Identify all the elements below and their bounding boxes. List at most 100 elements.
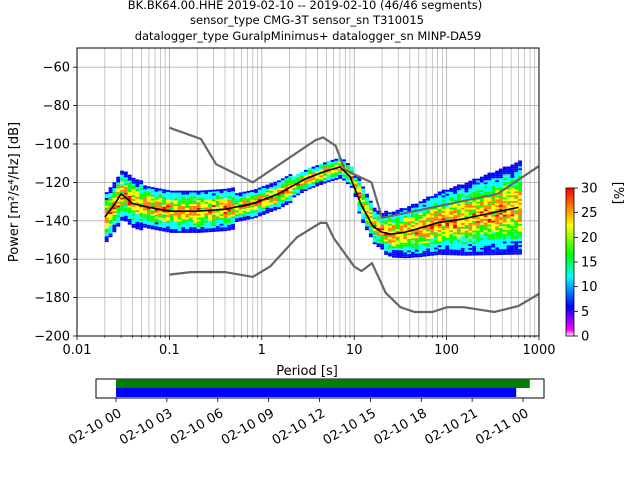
- psd-cell: [464, 188, 469, 191]
- psd-cell: [453, 211, 457, 214]
- psd-cell: [518, 206, 522, 209]
- psd-cell: [292, 191, 297, 194]
- psd-cell: [456, 245, 461, 248]
- psd-cell: [173, 198, 178, 201]
- psd-cell: [139, 180, 144, 183]
- psd-cell: [361, 205, 366, 208]
- psd-cell: [284, 183, 289, 186]
- psd-cell: [365, 203, 369, 206]
- psd-cell: [433, 251, 438, 254]
- timeline-tick-label: 02-11 00: [473, 406, 531, 448]
- psd-cell: [365, 224, 369, 227]
- psd-cell: [120, 172, 124, 175]
- psd-cell: [510, 166, 515, 169]
- psd-cell: [410, 253, 415, 256]
- psd-cell: [315, 169, 320, 171]
- psd-cell: [227, 220, 232, 223]
- psd-cell: [146, 224, 151, 227]
- psd-cell: [518, 202, 522, 205]
- psd-cell: [166, 213, 170, 215]
- psd-cell: [510, 185, 515, 188]
- psd-cell: [231, 214, 235, 217]
- psd-cell: [143, 220, 147, 222]
- psd-cell: [192, 229, 197, 231]
- psd-cell: [215, 220, 220, 223]
- psd-cell: [464, 205, 469, 208]
- psd-cell: [487, 234, 492, 237]
- psd-cell: [502, 195, 507, 198]
- psd-cell: [472, 238, 477, 241]
- psd-cell: [120, 184, 124, 187]
- psd-cell: [499, 176, 503, 179]
- psd-cell: [261, 195, 266, 198]
- psd-cell: [395, 225, 400, 228]
- psd-cell: [388, 225, 392, 228]
- psd-cell: [254, 215, 258, 218]
- psd-cell: [303, 187, 308, 190]
- psd-cell: [433, 236, 438, 238]
- psd-cell: [319, 181, 323, 184]
- psd-cell: [422, 250, 427, 253]
- psd-cell: [518, 220, 522, 222]
- psd-cell: [269, 200, 274, 203]
- psd-cell: [514, 208, 519, 211]
- psd-cell: [479, 197, 484, 200]
- psd-cell: [491, 176, 496, 179]
- psd-cell: [399, 221, 404, 224]
- psd-cell: [495, 222, 500, 225]
- psd-cell: [334, 177, 339, 180]
- psd-cell: [479, 239, 484, 242]
- y-tick-label: −180: [34, 291, 70, 306]
- psd-cell: [376, 241, 381, 244]
- psd-cell: [269, 187, 274, 189]
- psd-cell: [166, 220, 170, 223]
- psd-cell: [154, 208, 159, 211]
- psd-cell: [215, 195, 220, 198]
- psd-cell: [395, 253, 400, 256]
- psd-cell: [453, 247, 457, 250]
- psd-cell: [143, 216, 147, 219]
- psd-cell: [476, 245, 480, 248]
- psd-cell: [315, 182, 320, 185]
- psd-cell: [479, 188, 484, 191]
- psd-cell: [403, 238, 408, 241]
- psd-cell: [468, 244, 473, 246]
- psd-cell: [257, 197, 262, 200]
- psd-cell: [418, 207, 423, 210]
- psd-cell: [384, 220, 389, 223]
- psd-cell: [468, 221, 473, 223]
- psd-cell: [131, 195, 136, 198]
- psd-cell: [116, 192, 121, 194]
- psd-cell: [514, 222, 519, 224]
- psd-cell: [460, 234, 465, 237]
- psd-cell: [261, 205, 266, 208]
- psd-cell: [514, 252, 519, 255]
- psd-cell: [112, 188, 117, 191]
- psd-cell: [445, 212, 450, 215]
- psd-cell: [483, 180, 488, 183]
- psd-cell: [108, 204, 113, 207]
- psd-cell: [510, 229, 515, 232]
- psd-cell: [460, 203, 465, 206]
- psd-cell: [211, 226, 216, 229]
- psd-cell: [173, 227, 178, 230]
- psd-cell: [288, 193, 293, 196]
- psd-cell: [422, 248, 427, 251]
- psd-cell: [342, 178, 346, 181]
- psd-cell: [479, 199, 484, 202]
- psd-cell: [472, 184, 477, 187]
- psd-cell: [510, 197, 515, 200]
- psd-cell: [414, 245, 419, 248]
- psd-cell: [131, 222, 136, 224]
- psd-cell: [483, 182, 488, 185]
- psd-cell: [104, 238, 109, 241]
- psd-cell: [292, 187, 297, 190]
- psd-cell: [368, 214, 373, 217]
- psd-cell: [468, 228, 473, 231]
- psd-cell: [506, 168, 511, 171]
- colorbar-fill: [565, 187, 575, 337]
- psd-cell: [506, 226, 511, 228]
- psd-cell: [487, 203, 492, 206]
- psd-cell: [120, 199, 124, 202]
- psd-cell: [135, 192, 140, 195]
